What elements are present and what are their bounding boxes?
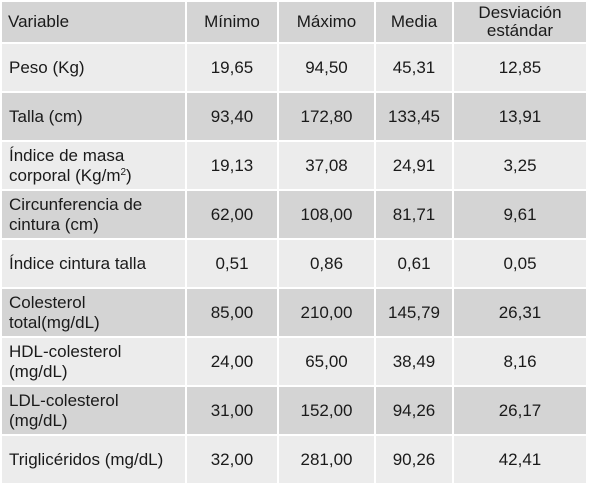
cell-min: 0,51	[187, 240, 277, 287]
cell-min: 32,00	[187, 436, 277, 483]
cell-max: 172,80	[279, 93, 374, 140]
cell-variable: Triglicéridos (mg/dL)	[2, 436, 185, 483]
variable-label: Talla (cm)	[9, 106, 83, 126]
cell-min: 62,00	[187, 191, 277, 238]
cell-variable: Índice de masa corporal (Kg/m2)	[2, 142, 185, 189]
header-mean: Media	[376, 2, 452, 42]
cell-mean: 94,26	[376, 387, 452, 434]
cell-variable: HDL-colesterol (mg/dL)	[2, 338, 185, 385]
table-header-row: Variable Mínimo Máximo Media Desviación …	[2, 2, 586, 42]
variable-label: Circunferencia de cintura (cm)	[9, 194, 143, 234]
cell-sd: 12,85	[454, 44, 586, 91]
variable-label-tail: )	[126, 165, 132, 185]
variable-label: Triglicéridos (mg/dL)	[9, 449, 164, 469]
table-row: Colesterol total(mg/dL) 85,00 210,00 145,79…	[2, 289, 586, 336]
table-row: Circunferencia de cintura (cm) 62,00 108,0…	[2, 191, 586, 238]
cell-mean: 45,31	[376, 44, 452, 91]
cell-min: 93,40	[187, 93, 277, 140]
cell-min: 19,13	[187, 142, 277, 189]
cell-sd: 26,31	[454, 289, 586, 336]
variable-label: Colesterol total(mg/dL)	[9, 292, 100, 332]
variable-label: Índice de masa corporal (Kg/m	[9, 145, 125, 185]
cell-mean: 38,49	[376, 338, 452, 385]
cell-max: 210,00	[279, 289, 374, 336]
cell-max: 65,00	[279, 338, 374, 385]
cell-max: 94,50	[279, 44, 374, 91]
cell-variable: LDL-colesterol (mg/dL)	[2, 387, 185, 434]
variable-label: Peso (Kg)	[9, 57, 85, 77]
cell-mean: 133,45	[376, 93, 452, 140]
cell-variable: Índice cintura talla	[2, 240, 185, 287]
descriptive-statistics-table: Variable Mínimo Máximo Media Desviación …	[2, 2, 586, 483]
header-max: Máximo	[279, 2, 374, 42]
cell-min: 24,00	[187, 338, 277, 385]
table-row: Índice cintura talla 0,51 0,86 0,61 0,05	[2, 240, 586, 287]
variable-label: HDL-colesterol (mg/dL)	[9, 341, 122, 381]
cell-min: 31,00	[187, 387, 277, 434]
cell-mean: 145,79	[376, 289, 452, 336]
cell-sd: 13,91	[454, 93, 586, 140]
cell-sd: 9,61	[454, 191, 586, 238]
table-body: Peso (Kg) 19,65 94,50 45,31 12,85 Talla (cm) 9…	[2, 44, 586, 483]
cell-max: 152,00	[279, 387, 374, 434]
cell-max: 37,08	[279, 142, 374, 189]
cell-max: 0,86	[279, 240, 374, 287]
table-row: Índice de masa corporal (Kg/m2) 19,13 37,0…	[2, 142, 586, 189]
table-row: HDL-colesterol (mg/dL) 24,00 65,00 38,49 8,1…	[2, 338, 586, 385]
header-min: Mínimo	[187, 2, 277, 42]
cell-variable: Peso (Kg)	[2, 44, 185, 91]
cell-variable: Colesterol total(mg/dL)	[2, 289, 185, 336]
table-row: Peso (Kg) 19,65 94,50 45,31 12,85	[2, 44, 586, 91]
cell-mean: 0,61	[376, 240, 452, 287]
cell-min: 85,00	[187, 289, 277, 336]
cell-sd: 8,16	[454, 338, 586, 385]
table-row: LDL-colesterol (mg/dL) 31,00 152,00 94,26 26…	[2, 387, 586, 434]
cell-max: 281,00	[279, 436, 374, 483]
cell-sd: 42,41	[454, 436, 586, 483]
header-sd: Desviación estándar	[454, 2, 586, 42]
cell-max: 108,00	[279, 191, 374, 238]
cell-mean: 90,26	[376, 436, 452, 483]
cell-min: 19,65	[187, 44, 277, 91]
cell-sd: 26,17	[454, 387, 586, 434]
variable-superscript: 2	[120, 166, 127, 178]
header-variable: Variable	[2, 2, 185, 42]
variable-label: LDL-colesterol (mg/dL)	[9, 390, 119, 430]
cell-mean: 24,91	[376, 142, 452, 189]
cell-variable: Talla (cm)	[2, 93, 185, 140]
table-row: Talla (cm) 93,40 172,80 133,45 13,91	[2, 93, 586, 140]
variable-label: Índice cintura talla	[9, 253, 147, 273]
cell-variable: Circunferencia de cintura (cm)	[2, 191, 185, 238]
cell-sd: 0,05	[454, 240, 586, 287]
cell-sd: 3,25	[454, 142, 586, 189]
cell-mean: 81,71	[376, 191, 452, 238]
table-row: Triglicéridos (mg/dL) 32,00 281,00 90,26 42,…	[2, 436, 586, 483]
